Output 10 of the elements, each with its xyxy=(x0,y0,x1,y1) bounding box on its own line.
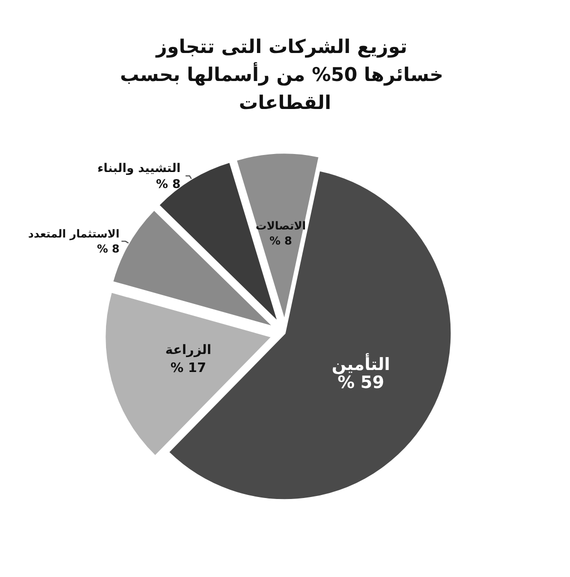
data-label: % 8 xyxy=(270,234,292,248)
data-label: % 59 xyxy=(338,373,384,394)
slice-label: الزراعة xyxy=(165,342,212,358)
data-label: % 17 xyxy=(170,360,206,376)
slice-label: الاستثمار المتعدد xyxy=(28,227,120,240)
slice-label: التأمين xyxy=(332,353,390,376)
slice-label: التشييد والبناء xyxy=(97,160,181,175)
data-label: % 8 xyxy=(96,242,120,256)
data-label: % 8 xyxy=(156,176,181,191)
chart-title: توزيع الشركات التى تتجاوز خسائرها 50% من رأسمالها بحسب القطاعات xyxy=(120,36,450,114)
